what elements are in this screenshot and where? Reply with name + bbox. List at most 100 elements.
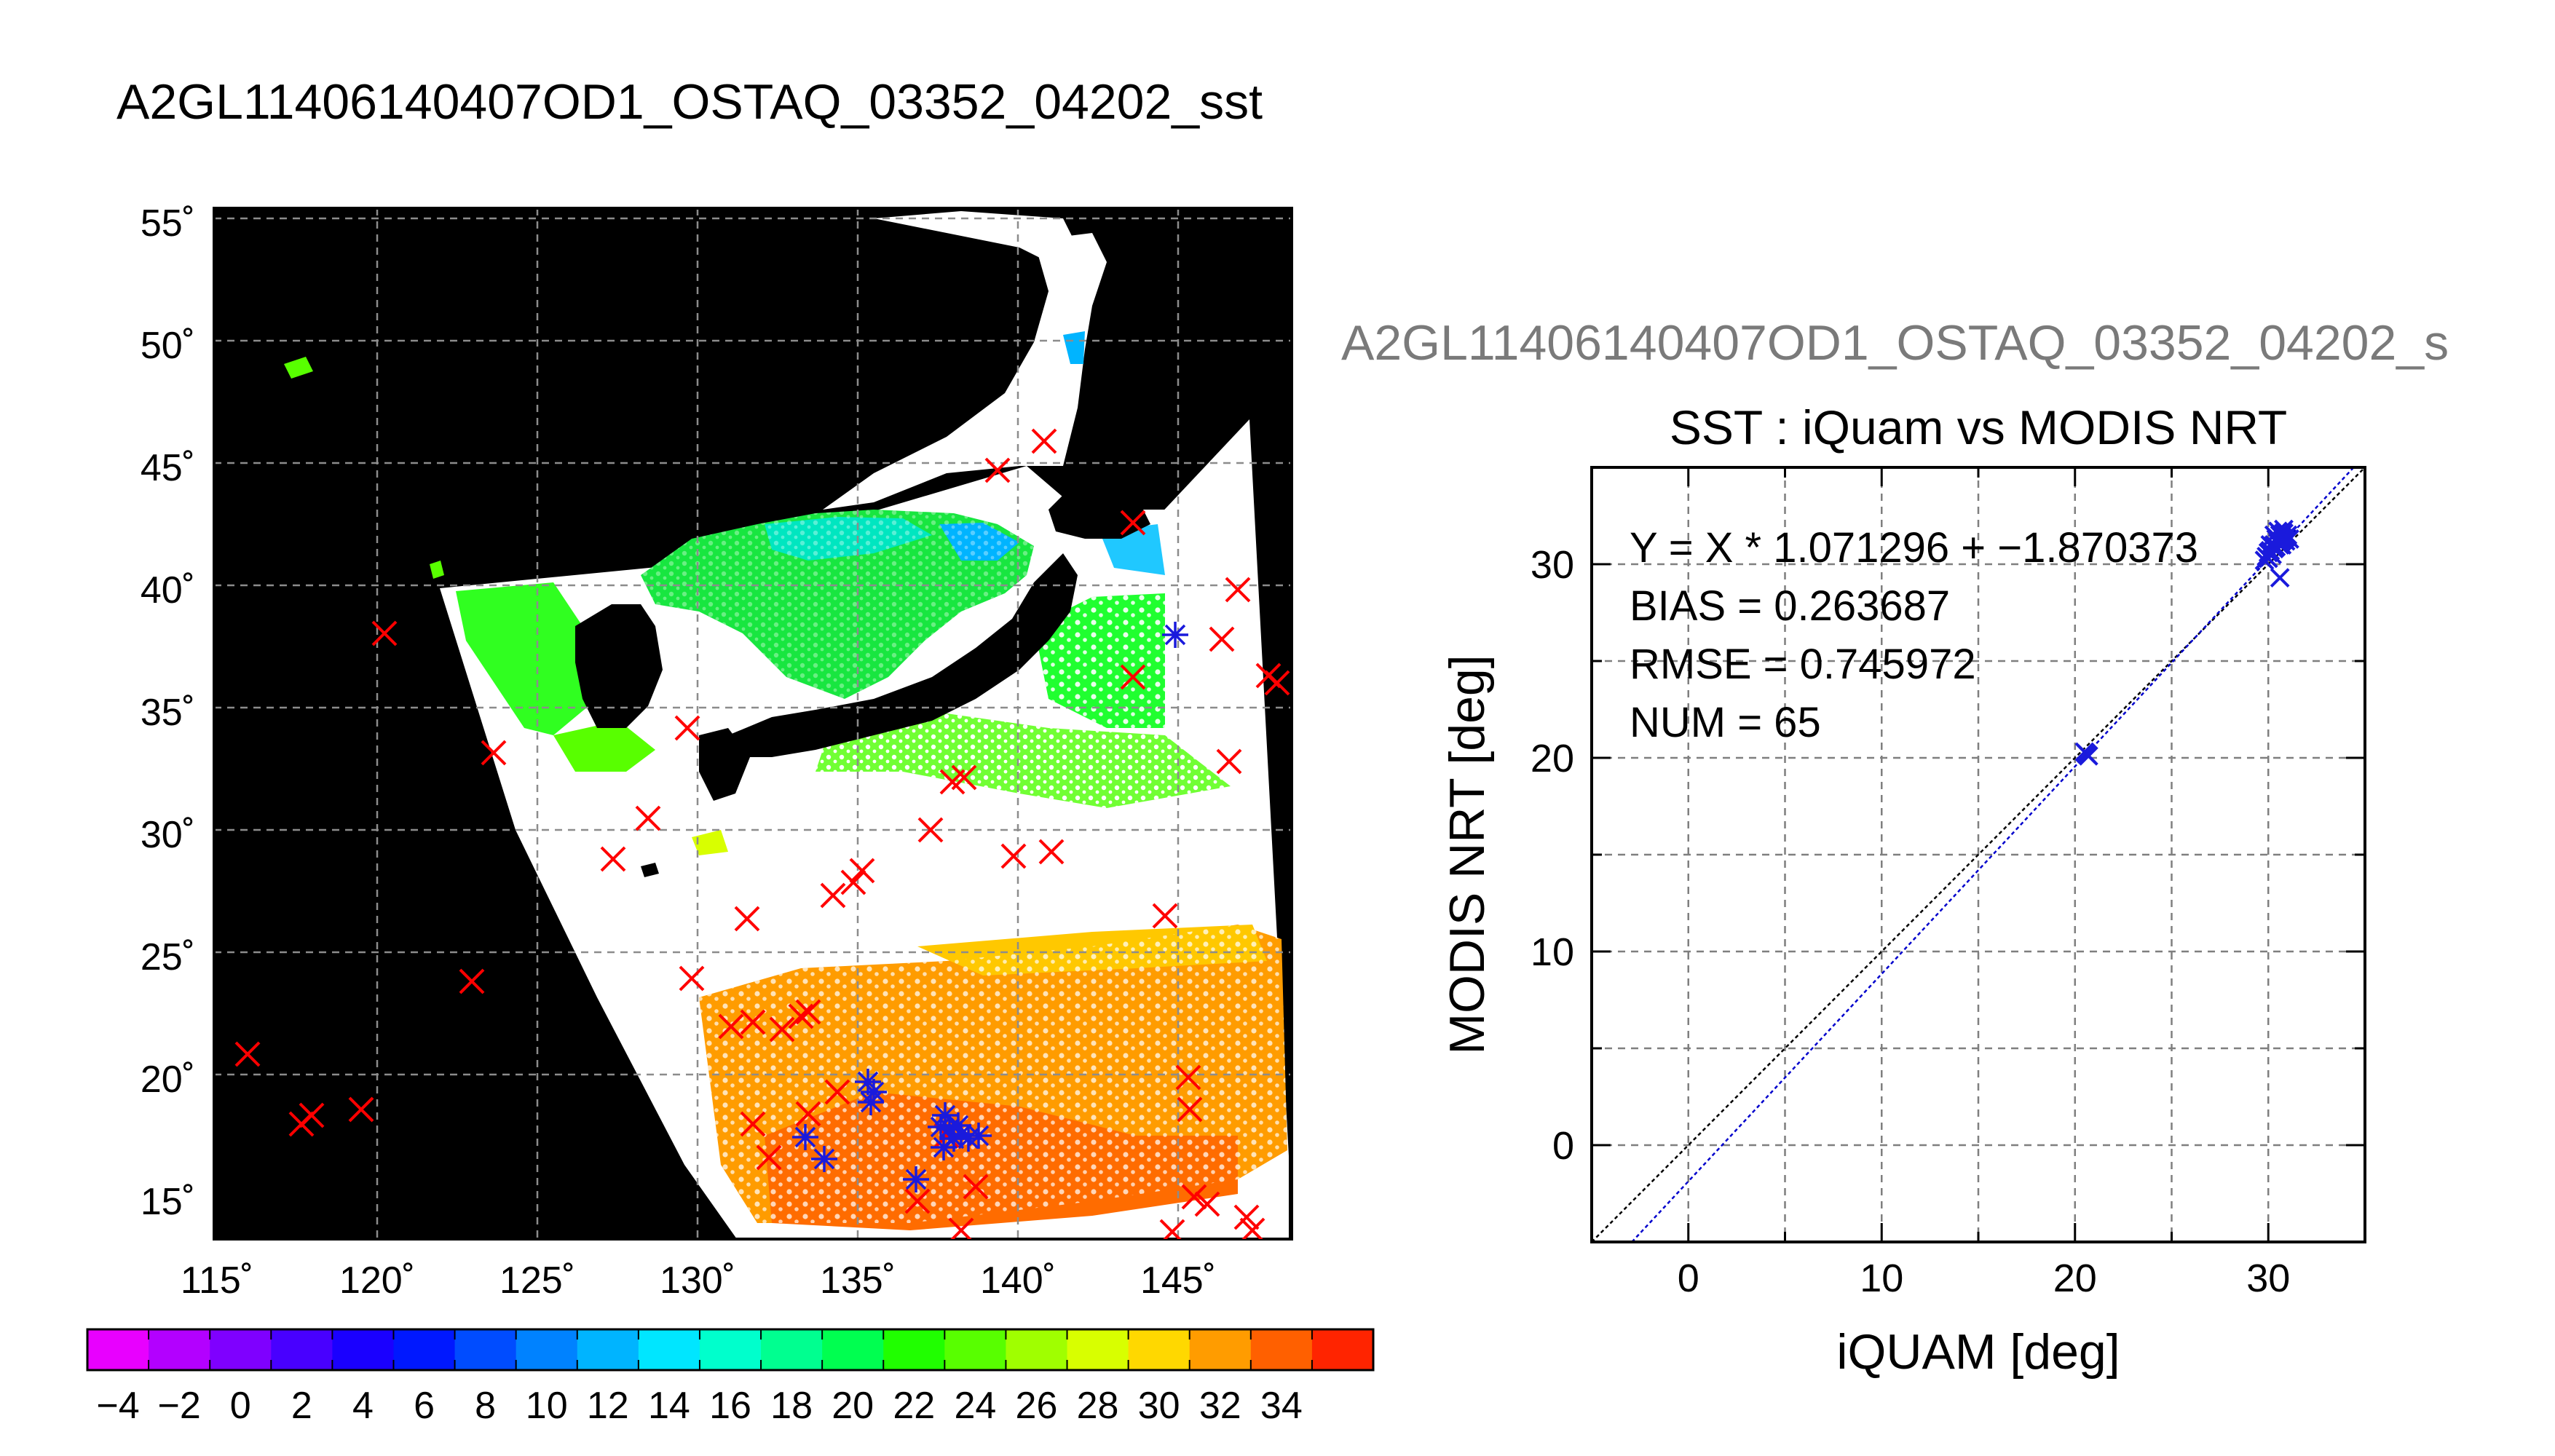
insitu-marker: [820, 882, 846, 909]
colorbar-segment: [149, 1329, 210, 1370]
insitu-marker: [824, 1079, 850, 1105]
colorbar-tick-label: 34: [1260, 1385, 1303, 1427]
insitu-marker: [1152, 903, 1178, 929]
land-honshu: [728, 553, 1078, 757]
colorbar-segment: [1189, 1329, 1252, 1370]
sst-nw-patch-2: [430, 561, 444, 579]
colorbar-segment: [883, 1329, 945, 1370]
insitu-marker: [299, 1102, 325, 1128]
x-axis-label: iQUAM [deg]: [1836, 1324, 2120, 1380]
rmse-stat: RMSE = 0.745972: [1630, 641, 1976, 688]
colorbar: [86, 1328, 1375, 1372]
colorbar-segment: [210, 1329, 272, 1370]
insitu-marker: [917, 817, 944, 843]
matchup-marker: [948, 1121, 974, 1147]
matchup-marker: [932, 1102, 958, 1128]
colorbar-tick-label: −2: [157, 1385, 200, 1427]
insitu-marker: [1225, 577, 1251, 603]
colorbar-tick-label: 6: [414, 1385, 435, 1427]
lon-label: 115˚: [181, 1259, 253, 1302]
y-tick-label: 30: [1531, 543, 1574, 587]
matchup-marker: [903, 1166, 929, 1192]
sst-map: [214, 208, 1292, 1239]
matchup-marker: [928, 1114, 954, 1140]
colorbar-tick-label: 16: [709, 1385, 751, 1427]
colorbar-segment: [1250, 1329, 1313, 1370]
matchup-marker: [931, 1134, 957, 1160]
reference-lines: [1592, 467, 2365, 1242]
y-tick-label: 0: [1552, 1124, 1574, 1168]
colorbar-tick-label: 8: [475, 1385, 496, 1427]
y-tick-label: 10: [1531, 930, 1574, 974]
insitu-marker: [1038, 839, 1065, 865]
insitu-marker: [795, 999, 821, 1025]
matchup-marker: [811, 1146, 837, 1172]
lat-label: 25˚: [141, 936, 195, 978]
lat-label: 55˚: [141, 202, 195, 245]
insitu-marker: [481, 740, 507, 766]
colorbar-segment: [822, 1329, 884, 1370]
insitu-marker: [1216, 748, 1242, 775]
num-stat: NUM = 65: [1630, 699, 1821, 746]
lon-label: 145˚: [1140, 1259, 1216, 1302]
colorbar-tick-label: 4: [352, 1385, 374, 1427]
scatter-plot: 0 10 20 30 0 10 20 30: [1531, 466, 2366, 1300]
insitu-marker: [1177, 1096, 1203, 1123]
lon-label: 130˚: [660, 1259, 735, 1302]
sst-japan-sea-speck: [641, 510, 1034, 699]
cloud-north-top: [874, 211, 1078, 262]
insitu-marker: [769, 1016, 795, 1042]
insitu-marker: [371, 620, 398, 646]
lon-label: 125˚: [499, 1259, 575, 1302]
lat-label: 15˚: [141, 1181, 195, 1223]
colorbar-segment: [332, 1329, 394, 1370]
sst-ecs-yellow: [692, 830, 728, 855]
colorbar-segment: [1311, 1329, 1374, 1370]
insitu-marker: [1031, 428, 1057, 454]
lat-label: 30˚: [141, 814, 195, 856]
insitu-marker: [1000, 843, 1027, 869]
insitu-marker: [1181, 1184, 1207, 1210]
sst-nw-patch: [284, 357, 313, 379]
y-tick-label: 20: [1531, 737, 1574, 780]
colorbar-segment: [944, 1329, 1006, 1370]
map-lon-labels: 115˚ 120˚ 125˚ 130˚ 135˚ 140˚ 145˚: [181, 1259, 1216, 1302]
lat-label: 20˚: [141, 1059, 195, 1101]
insitu-marker: [1239, 1217, 1265, 1239]
map-grid: [214, 208, 1292, 1239]
insitu-marker: [840, 869, 866, 895]
colorbar-tick-label: 0: [230, 1385, 251, 1427]
matchup-marker: [955, 1125, 982, 1152]
sst-south-japan-speck: [816, 713, 1231, 808]
y-axis-label: MODIS NRT [deg]: [1440, 654, 1495, 1054]
colorbar-labels: −4 −2 0 2 4 6 8 10 12 14 16 18 20 22 24 26 28 30 32 34: [96, 1385, 1302, 1427]
matchup-marker: [855, 1069, 881, 1095]
lat-label: 35˚: [141, 692, 195, 734]
insitu-marker: [756, 1144, 782, 1171]
insitu-marker: [849, 858, 875, 884]
matchup-marker: [792, 1124, 818, 1150]
land-korea: [575, 604, 663, 728]
x-tick-label: 10: [1860, 1257, 1903, 1300]
x-tick-label: 20: [2053, 1257, 2097, 1300]
colorbar-segment: [454, 1329, 517, 1370]
matchup-marker: [861, 1079, 887, 1105]
insitu-marker: [1120, 664, 1146, 690]
colorbar-tick-label: 24: [954, 1385, 996, 1427]
insitu-marker: [718, 1013, 744, 1040]
sst-ecs-green: [553, 721, 655, 772]
colorbar-tick-label: 22: [893, 1385, 935, 1427]
colorbar-tick-label: 18: [770, 1385, 813, 1427]
insitu-marker: [679, 965, 705, 992]
colorbar-tick-label: 2: [291, 1385, 312, 1427]
matchup-marker: [1162, 622, 1188, 648]
sst-pacific-east-speck: [1034, 593, 1165, 728]
fit-line: [1630, 467, 2355, 1242]
colorbar-tick-label: 12: [587, 1385, 629, 1427]
colorbar-tick-label: 30: [1138, 1385, 1180, 1427]
colorbar-segment: [1006, 1329, 1068, 1370]
matchup-marker: [965, 1123, 992, 1149]
stats-annotations: Y = X * 1.071296 + −1.870373 BIAS = 0.26…: [1630, 524, 2198, 746]
x-tick-label: 30: [2246, 1257, 2290, 1300]
